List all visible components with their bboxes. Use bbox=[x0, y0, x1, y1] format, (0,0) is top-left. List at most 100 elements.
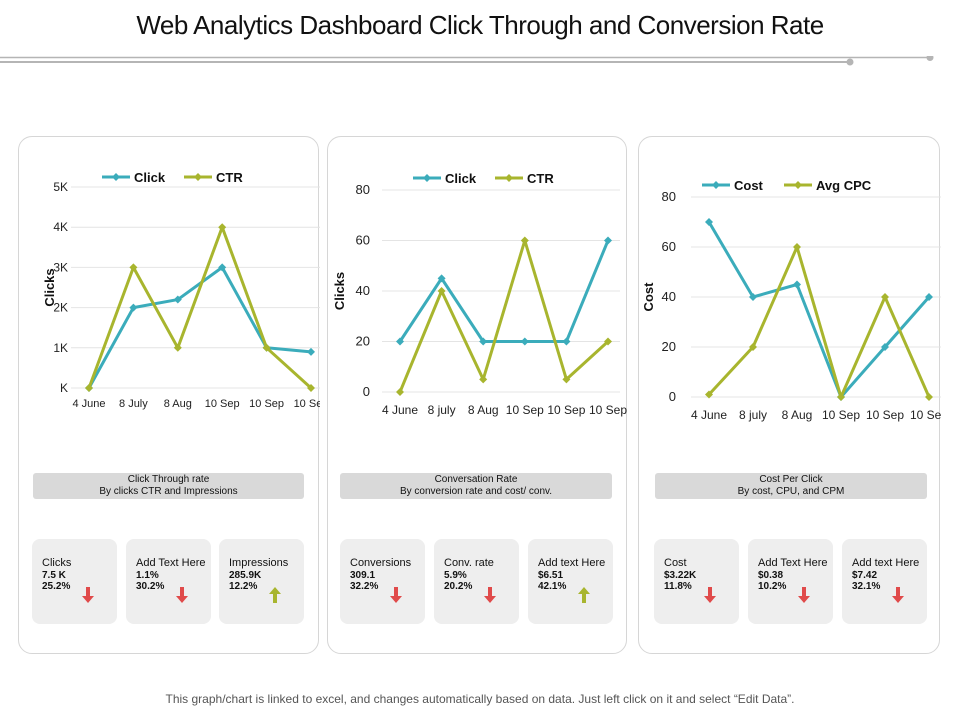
y-tick-label: 1K bbox=[53, 341, 68, 355]
cpc-panel: 0 20 40 60 80 Cost 4 June 8 july 8 Aug 10 Sep 10 S… bbox=[638, 136, 941, 654]
y-tick-label: 40 bbox=[356, 283, 370, 298]
y-tick-label: 3K bbox=[53, 260, 68, 274]
kpi-card-cost[interactable]: Cost $3.22K 11.8% bbox=[654, 539, 739, 624]
kpi-card-value: 5.9% bbox=[444, 570, 467, 581]
x-tick-label: 10 Sep bbox=[547, 403, 585, 417]
kpi-card-impressions[interactable]: Impressions 285.9K 12.2% bbox=[219, 539, 304, 624]
series-line-cost bbox=[707, 221, 931, 399]
data-point bbox=[520, 236, 529, 245]
data-point bbox=[173, 295, 182, 304]
cpc-section-subtitle: By cost, CPU, and CPM bbox=[737, 486, 845, 497]
kpi-card-value: $3.22K bbox=[664, 570, 697, 581]
legend-marker bbox=[423, 174, 431, 182]
ctr-section-title: Click Through rate bbox=[127, 474, 210, 485]
data-point bbox=[85, 384, 93, 392]
kpi-card-value: $6.51 bbox=[538, 570, 564, 581]
y-tick-label: 80 bbox=[356, 182, 370, 197]
kpi-card-value: 1.1% bbox=[136, 570, 159, 581]
x-tick-label: 10 Sep bbox=[866, 408, 904, 422]
y-tick-label: 0 bbox=[669, 389, 676, 404]
series-line-ctr bbox=[87, 225, 313, 390]
data-point bbox=[520, 337, 529, 346]
kpi-card-label: Conversions bbox=[350, 557, 412, 569]
data-point bbox=[262, 343, 271, 352]
data-point bbox=[604, 236, 612, 245]
y-axis-label: Cost bbox=[641, 282, 656, 312]
kpi-card-add-text[interactable]: Add Text Here 1.1% 30.2% bbox=[126, 539, 211, 624]
y-tick-label: 60 bbox=[662, 239, 676, 254]
cpc-line-chart[interactable]: 0 20 40 60 80 Cost 4 June 8 july 8 Aug 10 Sep 10 S… bbox=[639, 137, 941, 437]
series-line-ctr bbox=[398, 239, 610, 393]
kpi-card-value: 7.5 K bbox=[42, 570, 66, 581]
data-point bbox=[749, 293, 757, 301]
y-tick-label: 40 bbox=[662, 289, 676, 304]
legend-marker bbox=[712, 181, 720, 189]
data-point bbox=[881, 343, 889, 351]
kpi-card-value: $7.42 bbox=[852, 570, 878, 581]
data-point bbox=[396, 337, 404, 346]
y-tick-label: 60 bbox=[356, 233, 370, 248]
y-tick-label: 20 bbox=[662, 339, 676, 354]
series-line-avg-cpc bbox=[707, 245, 931, 399]
kpi-card-clicks[interactable]: Clicks 7.5 K 25.2% bbox=[32, 539, 117, 624]
x-tick-label: 8 Aug bbox=[782, 408, 813, 422]
kpi-card-label: Add Text Here bbox=[136, 557, 206, 569]
x-tick-label: 10 Sep bbox=[589, 403, 627, 417]
kpi-card-label: Conv. rate bbox=[444, 557, 494, 569]
trend-down-icon bbox=[176, 587, 188, 603]
conversion-section-subtitle: By conversion rate and cost/ conv. bbox=[399, 486, 553, 497]
data-point bbox=[749, 343, 757, 351]
kpi-card-conversions[interactable]: Conversions 309.1 32.2% bbox=[340, 539, 425, 624]
data-point bbox=[925, 393, 933, 401]
y-tick-label: 4K bbox=[53, 220, 68, 234]
x-tick-label: 4 June bbox=[382, 403, 418, 417]
ctr-section-subtitle: By clicks CTR and Impressions bbox=[99, 486, 238, 497]
series-line-click bbox=[398, 239, 610, 343]
kpi-card-percent: 32.1% bbox=[852, 581, 881, 592]
x-tick-label: 10 Sep bbox=[910, 408, 941, 422]
kpi-card-percent: 42.1% bbox=[538, 581, 567, 592]
kpi-card-label: Impressions bbox=[229, 557, 289, 569]
legend-label: Avg CPC bbox=[816, 178, 872, 193]
kpi-card-value: 309.1 bbox=[350, 570, 376, 581]
data-point bbox=[396, 388, 404, 396]
header-divider bbox=[0, 56, 934, 66]
kpi-card-percent: 30.2% bbox=[136, 581, 165, 592]
conversion-section-title: Conversation Rate bbox=[434, 474, 518, 485]
legend-label: Click bbox=[445, 171, 477, 186]
kpi-card-percent: 10.2% bbox=[758, 581, 787, 592]
legend-label: Click bbox=[134, 170, 166, 185]
data-point bbox=[129, 263, 138, 272]
data-point bbox=[437, 274, 446, 283]
data-point bbox=[479, 337, 488, 346]
x-tick-label: 10 Sep bbox=[205, 398, 240, 410]
data-point bbox=[925, 293, 933, 301]
kpi-card-value: 285.9K bbox=[229, 570, 262, 581]
data-point bbox=[604, 337, 612, 346]
kpi-card-add-text[interactable]: Add text Here $6.51 42.1% bbox=[528, 539, 613, 624]
kpi-card-conv-rate[interactable]: Conv. rate 5.9% 20.2% bbox=[434, 539, 519, 624]
kpi-card-value: $0.38 bbox=[758, 570, 784, 581]
kpi-card-label: Add Text Here bbox=[758, 557, 828, 569]
y-tick-label: K bbox=[60, 381, 68, 395]
legend-label: Cost bbox=[734, 178, 764, 193]
trend-down-icon bbox=[798, 587, 810, 603]
kpi-card-add-text-2[interactable]: Add text Here $7.42 32.1% bbox=[842, 539, 927, 624]
trend-down-icon bbox=[390, 587, 402, 603]
conversion-section-bar: Conversation Rate By conversion rate and… bbox=[340, 473, 612, 499]
x-tick-label: 10 Sep bbox=[506, 403, 544, 417]
data-point bbox=[793, 243, 801, 251]
legend-marker bbox=[112, 173, 120, 181]
cpc-section-bar: Cost Per Click By cost, CPU, and CPM bbox=[655, 473, 927, 499]
trend-down-icon bbox=[82, 587, 94, 603]
x-tick-label: 8 july bbox=[428, 403, 456, 417]
data-point bbox=[173, 343, 182, 352]
ctr-line-chart[interactable]: K 1K 2K 3K 4K 5K Clicks 4 June 8 July 8 Aug 10 Sep… bbox=[19, 137, 320, 437]
data-point bbox=[218, 223, 227, 232]
kpi-card-label: Add text Here bbox=[852, 557, 920, 569]
legend-marker bbox=[194, 173, 202, 181]
ctr-panel: K 1K 2K 3K 4K 5K Clicks 4 June 8 July 8 Aug 10 Sep… bbox=[18, 136, 320, 654]
kpi-card-percent: 20.2% bbox=[444, 581, 473, 592]
kpi-card-add-text[interactable]: Add Text Here $0.38 10.2% bbox=[748, 539, 833, 624]
